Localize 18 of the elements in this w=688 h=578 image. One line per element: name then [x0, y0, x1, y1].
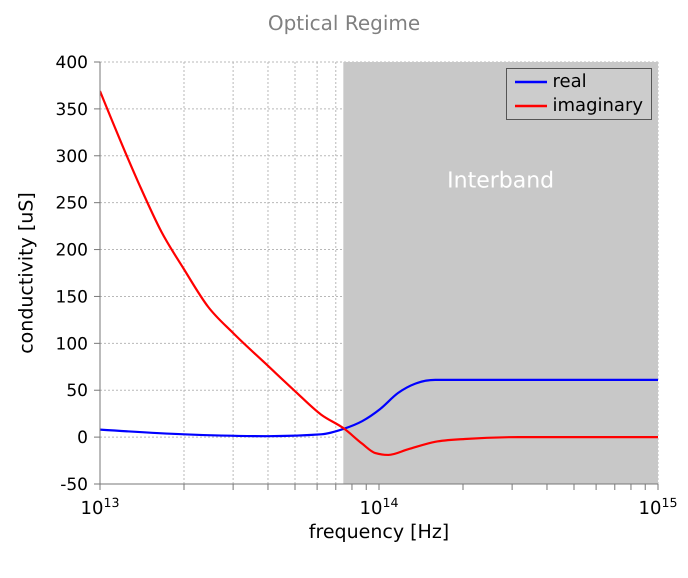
legend-label: imaginary	[552, 94, 643, 118]
y-tick-label: 350	[56, 100, 88, 120]
y-tick-label: -50	[60, 475, 88, 495]
x-tick-label: 10$^{15}$	[638, 494, 678, 519]
y-tick-label: 250	[56, 194, 88, 214]
x-axis-title: frequency [Hz]	[308, 521, 450, 543]
y-tick-label: 50	[66, 381, 88, 402]
y-tick-label: 100	[56, 334, 88, 354]
legend-label: real	[552, 70, 587, 94]
y-tick-label: 150	[56, 287, 88, 308]
y-tick-label: 200	[56, 240, 88, 261]
y-tick-label: 0	[77, 428, 88, 448]
chart-title: Optical Regime	[266, 10, 422, 37]
y-tick-label: 300	[56, 146, 88, 167]
x-tick-label: 10$^{14}$	[360, 494, 398, 519]
y-axis-title: conductivity [uS]	[16, 192, 38, 354]
x-tick-label: 10$^{13}$	[80, 494, 120, 519]
y-tick-label: 400	[56, 53, 88, 73]
